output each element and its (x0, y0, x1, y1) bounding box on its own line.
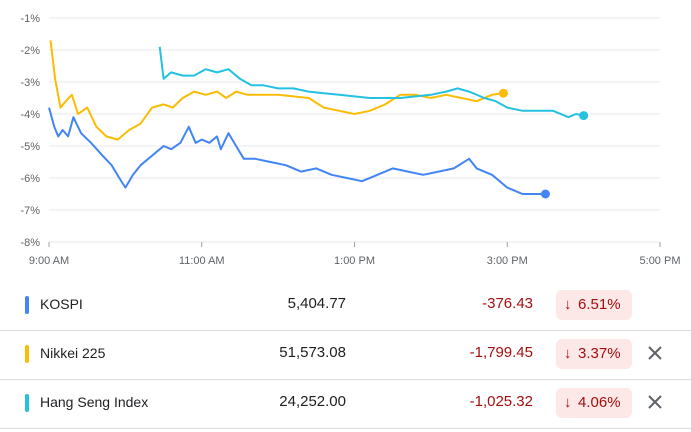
down-arrow-icon: ↓ (564, 296, 572, 313)
stock-comparison-chart: -1% -2% -3% -4% -5% -6% -7% -8% 9:00 AM 11:00 AM 1… (20, 13, 681, 267)
series-swatch (25, 345, 29, 363)
x-tick-label: 5:00 PM (640, 255, 681, 267)
index-row-kospi[interactable]: KOSPI 5,404.77 -376.43 ↓ 6.51% (0, 282, 691, 331)
x-tick-label: 11:00 AM (179, 255, 225, 267)
series-endpoint-0 (540, 189, 550, 199)
series-swatch (25, 296, 29, 314)
series-line-1 (49, 40, 504, 141)
close-icon[interactable] (645, 392, 665, 412)
series-endpoint-1 (498, 88, 508, 98)
series-swatch (25, 394, 29, 412)
y-tick-label: -2% (20, 45, 40, 57)
x-tick-label: 9:00 AM (29, 255, 69, 267)
index-row-hang-seng[interactable]: Hang Seng Index 24,252.00 -1,025.32 ↓ 4.0… (0, 380, 691, 429)
percent-change-badge: ↓ 6.51% (556, 290, 632, 320)
down-arrow-icon: ↓ (564, 394, 572, 411)
percent-change-badge: ↓ 3.37% (556, 339, 632, 369)
y-tick-label: -5% (20, 141, 40, 153)
y-tick-label: -7% (20, 205, 40, 217)
index-price: 51,573.08 (279, 344, 346, 361)
y-tick-label: -4% (20, 109, 40, 121)
series-line-0 (48, 107, 546, 195)
index-price: 24,252.00 (279, 393, 346, 410)
index-price: 5,404.77 (287, 295, 346, 312)
x-tick-label: 3:00 PM (487, 255, 528, 267)
series-endpoint-2 (579, 111, 589, 121)
series-line-2 (158, 46, 584, 119)
index-list: KOSPI 5,404.77 -376.43 ↓ 6.51% Nikkei 225… (0, 282, 691, 429)
index-name: Nikkei 225 (40, 345, 106, 361)
x-tick-label: 1:00 PM (334, 255, 375, 267)
index-change: -1,025.32 (469, 393, 533, 410)
index-name: Hang Seng Index (40, 394, 149, 410)
index-change: -1,799.45 (469, 344, 533, 361)
percent-change-badge: ↓ 4.06% (556, 388, 632, 418)
close-icon[interactable] (645, 343, 665, 363)
y-tick-label: -3% (20, 77, 40, 89)
y-tick-label: -1% (20, 13, 40, 25)
y-tick-label: -8% (20, 237, 40, 249)
y-tick-label: -6% (20, 173, 40, 185)
down-arrow-icon: ↓ (564, 345, 572, 362)
index-row-nikkei[interactable]: Nikkei 225 51,573.08 -1,799.45 ↓ 3.37% (0, 331, 691, 380)
index-name: KOSPI (40, 296, 83, 312)
index-change: -376.43 (482, 295, 533, 312)
